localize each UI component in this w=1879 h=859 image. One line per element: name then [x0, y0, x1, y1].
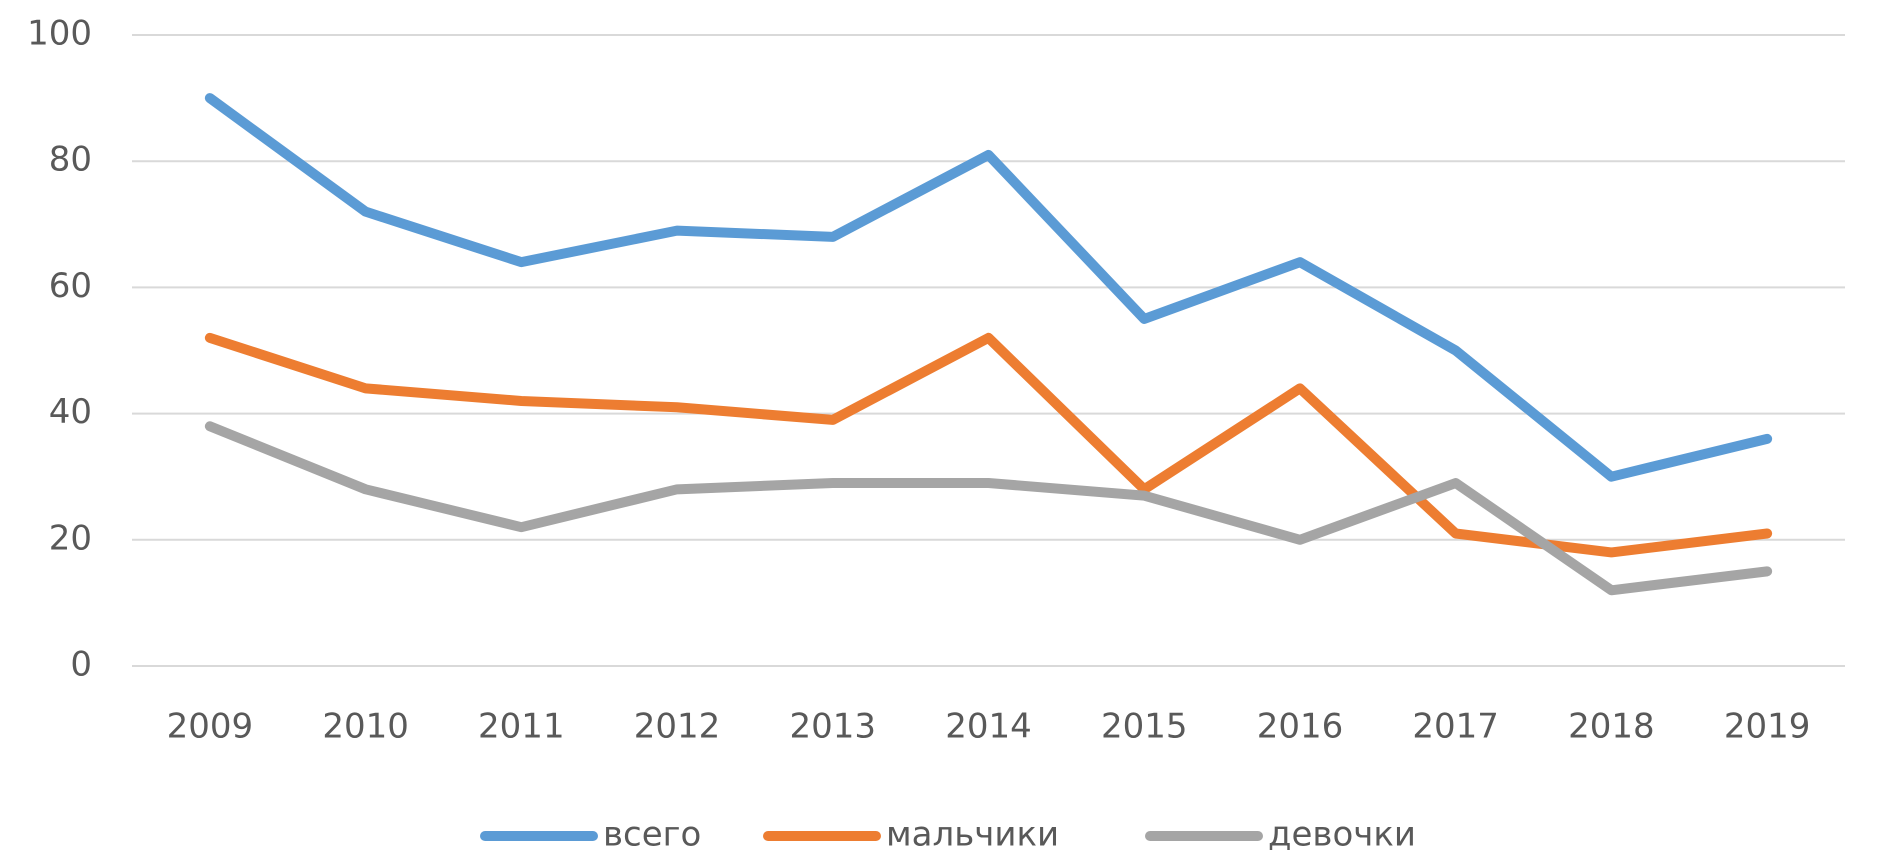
x-tick-label: 2013: [790, 707, 877, 747]
line-series: [204, 332, 1773, 558]
x-tick-label: 2018: [1568, 707, 1655, 747]
x-tick-label: 2012: [634, 707, 721, 747]
x-tick-label: 2017: [1412, 707, 1499, 747]
y-tick-label: 100: [27, 14, 92, 54]
y-tick-label: 60: [49, 266, 92, 306]
x-tick-label: 2014: [945, 707, 1032, 747]
x-tick-label: 2019: [1724, 707, 1811, 747]
line-series: [204, 93, 1773, 482]
x-tick-label: 2015: [1101, 707, 1188, 747]
x-tick-label: 2009: [167, 707, 254, 747]
legend-label: всего: [603, 815, 701, 855]
legend-label: девочки: [1268, 815, 1416, 855]
x-tick-label: 2010: [322, 707, 409, 747]
y-tick-label: 20: [49, 518, 92, 558]
y-tick-label: 80: [49, 140, 92, 180]
line-series: [204, 421, 1773, 596]
x-tick-label: 2011: [478, 707, 565, 747]
y-tick-label: 0: [70, 645, 92, 685]
legend-label: мальчики: [886, 815, 1059, 855]
y-tick-label: 40: [49, 392, 92, 432]
x-tick-label: 2016: [1257, 707, 1344, 747]
